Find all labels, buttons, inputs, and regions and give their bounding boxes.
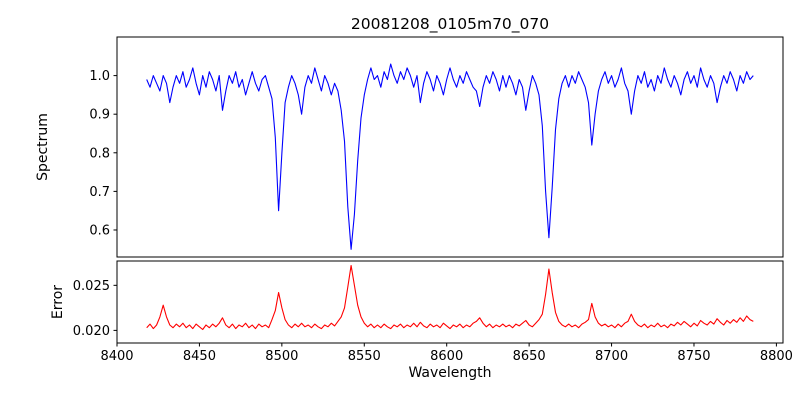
error-line [146, 264, 754, 331]
y-tick-label: 0.025 [73, 279, 110, 294]
x-tick-label: 8450 [183, 349, 216, 364]
y-tick-label: 0.7 [89, 185, 110, 200]
x-tick-label: 8400 [100, 349, 133, 364]
y-axis-label-error: Error [50, 285, 66, 319]
y-tick-label: 1.0 [89, 69, 110, 84]
spectrum-line [146, 63, 754, 250]
chart-title: 20081208_0105m70_070 [351, 15, 549, 34]
x-tick-label: 8550 [348, 349, 381, 364]
x-tick-label: 8500 [265, 349, 298, 364]
y-axis-label-spectrum: Spectrum [35, 113, 51, 181]
panel-frame [116, 260, 784, 344]
data-layer [146, 63, 754, 331]
x-tick-label: 8600 [430, 349, 463, 364]
x-tick-label: 8750 [677, 349, 710, 364]
y-tick-label: 0.8 [89, 146, 110, 161]
panel-frame [116, 36, 784, 258]
x-tick-label: 8700 [595, 349, 628, 364]
x-tick-label: 8650 [513, 349, 546, 364]
y-tick-label: 0.020 [73, 324, 110, 339]
axes-layer: 0.6 0.7 0.8 0.9 1.0 0.020 0.025 8400 8450 8500 855… [73, 36, 793, 364]
y-tick-label: 0.9 [89, 108, 110, 123]
x-tick-label: 8800 [760, 349, 793, 364]
y-tick-label: 0.6 [89, 223, 110, 238]
x-axis-label: Wavelength [408, 365, 491, 381]
